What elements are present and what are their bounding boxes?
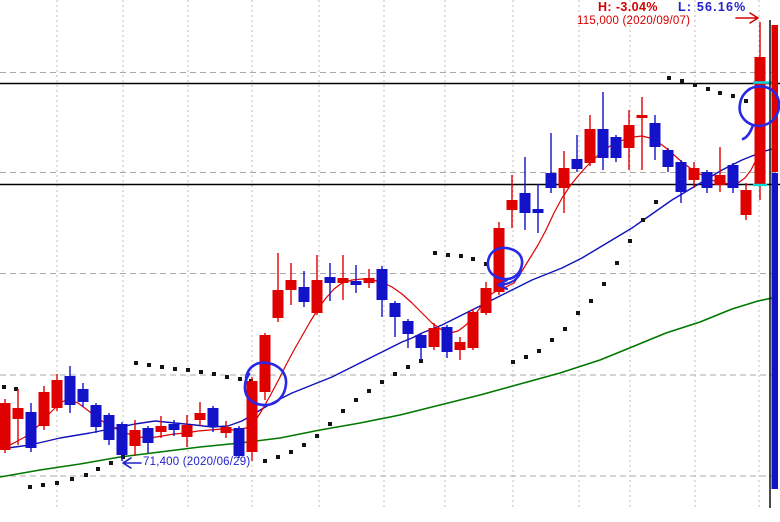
candle (298, 271, 310, 307)
candle (259, 333, 271, 400)
candle (714, 147, 726, 192)
candle (493, 222, 505, 295)
annotation-circle-2-arrow (496, 269, 523, 291)
candle (532, 184, 544, 233)
candle (0, 399, 11, 453)
candle (441, 325, 453, 358)
range-low-percent-label: L: 56.16% (678, 0, 747, 14)
candle (194, 402, 206, 426)
candle (324, 263, 336, 301)
candle (181, 415, 193, 447)
candle (51, 374, 63, 411)
candle (402, 319, 414, 348)
candle (688, 162, 700, 188)
candle (155, 416, 167, 438)
annotation-circle-2 (486, 246, 524, 281)
price-alert-lines (0, 82, 780, 186)
annotation-circle-1 (243, 361, 288, 407)
candle (610, 135, 622, 162)
candle (415, 333, 427, 360)
candle (662, 148, 674, 172)
candle (272, 253, 284, 322)
candles (0, 22, 766, 461)
candle (571, 135, 583, 172)
candle (584, 115, 596, 166)
peak-callout-arrow (735, 12, 759, 24)
candle (64, 366, 76, 413)
candle (389, 301, 401, 337)
candle (428, 323, 440, 350)
candle (77, 383, 89, 407)
candle (233, 426, 245, 458)
slow-ma-line (0, 297, 773, 478)
candle (740, 183, 752, 220)
candle (754, 22, 766, 200)
candle (480, 282, 492, 315)
candle (12, 389, 24, 445)
candle (467, 309, 479, 350)
candle (558, 151, 570, 213)
candle (129, 420, 141, 456)
candle (25, 403, 37, 452)
annotation-circle-3 (738, 85, 780, 141)
candle (506, 175, 518, 228)
candle (207, 406, 219, 432)
candle (545, 133, 557, 193)
candle (597, 92, 609, 170)
candle (337, 255, 349, 300)
candle (519, 157, 531, 230)
candle (220, 421, 232, 438)
candle (90, 403, 102, 433)
peak-price-callout: 115,000 (2020/09/07) (577, 15, 691, 27)
candle (350, 265, 362, 293)
candle (727, 163, 739, 193)
candle (142, 426, 154, 453)
candle (168, 420, 180, 436)
horizontal-gridlines (0, 72, 780, 477)
candle (116, 422, 128, 461)
mid-ma-line (0, 148, 773, 450)
candle (636, 97, 648, 170)
candle (701, 170, 713, 193)
candle (38, 386, 50, 430)
candle (103, 413, 115, 445)
candle (311, 255, 323, 315)
candle (363, 269, 375, 288)
low-price-callout: 71,400 (2020/06/29) (143, 456, 251, 468)
candle (246, 377, 258, 461)
candle (649, 115, 661, 160)
candle (454, 337, 466, 360)
range-high-percent-label: H: -3.04% (598, 0, 658, 14)
candle (376, 266, 388, 317)
low-callout-arrow (122, 457, 142, 469)
candle (285, 263, 297, 305)
candle (623, 110, 635, 170)
right-edge-bars (769, 20, 778, 508)
candle (675, 160, 687, 203)
